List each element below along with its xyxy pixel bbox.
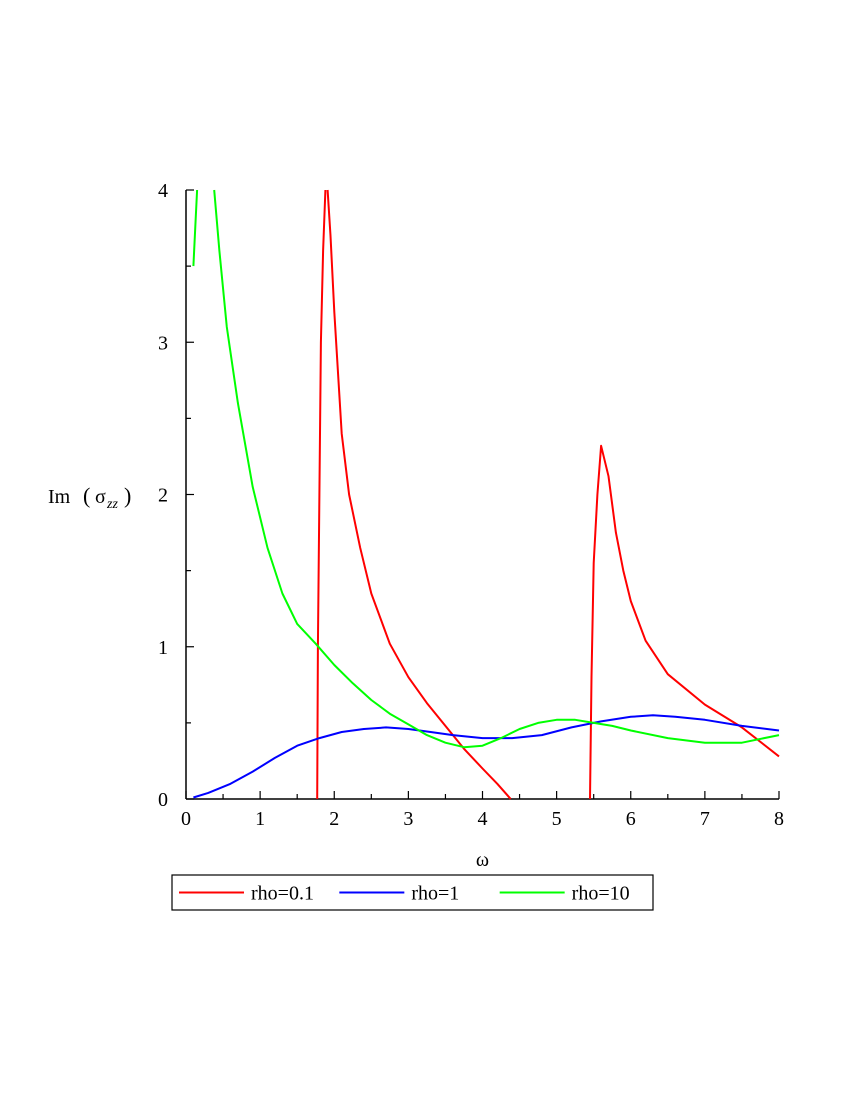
series-line-rho=0.1: [316, 189, 327, 800]
x-axis-title: ω: [476, 849, 489, 871]
y-axis-title-open-paren: (: [83, 483, 90, 508]
series-lines: [192, 189, 780, 800]
y-tick-label: 4: [158, 180, 168, 202]
y-tick-label: 0: [158, 789, 168, 811]
x-tick-label: 5: [552, 808, 562, 830]
x-tick-label: 1: [255, 808, 265, 830]
legend-label: rho=1: [411, 883, 459, 905]
x-tick-label: 2: [329, 808, 339, 830]
ticks: 0 1 2 3 4 5 6 7 8 0 1 2 3 4: [158, 180, 784, 830]
legend-label: rho=10: [572, 883, 630, 905]
x-tick-label: 0: [181, 808, 191, 830]
y-tick-label: 3: [158, 332, 168, 354]
series-line-rho=0.1: [326, 189, 512, 800]
y-tick-label: 1: [158, 637, 168, 659]
y-axis-title-subscript: zz: [106, 497, 118, 512]
y-axis-title-symbol: σ: [95, 486, 106, 508]
x-tick-label: 7: [700, 808, 710, 830]
x-tick-label: 4: [478, 808, 488, 830]
legend-label: rho=0.1: [251, 883, 314, 905]
series-line-rho=10: [192, 189, 199, 267]
legend: rho=0.1 rho=1 rho=10: [171, 874, 654, 911]
series-line-rho=10: [213, 189, 780, 749]
x-tick-label: 3: [403, 808, 413, 830]
legend-box: [171, 874, 654, 911]
series-line-rho=0.1: [589, 444, 780, 800]
axes: [185, 190, 779, 800]
y-tick-label: 2: [158, 485, 168, 507]
series-line-rho=1: [193, 714, 780, 799]
y-axis-title-base: Im: [48, 486, 71, 508]
y-axis-title-close-paren: ): [124, 483, 131, 508]
x-tick-label: 6: [626, 808, 636, 830]
x-tick-label: 8: [774, 808, 784, 830]
y-axis-title: Im ( σ zz ): [48, 483, 131, 512]
